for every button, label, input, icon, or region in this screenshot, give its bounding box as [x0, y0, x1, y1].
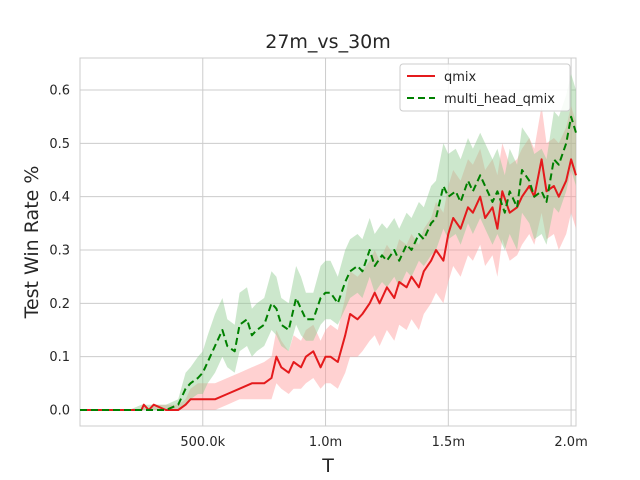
- plot-area: [79, 57, 577, 427]
- x-tick-label: 1.0m: [309, 435, 342, 450]
- x-tick-label: 1.5m: [432, 435, 465, 450]
- legend-box: [399, 63, 571, 112]
- series-line-1: [80, 115, 577, 411]
- x-axis-label: T: [321, 455, 334, 477]
- y-tick-label: 0.6: [49, 84, 70, 99]
- y-tick-label: 0.1: [49, 350, 70, 365]
- y-tick-label: 0.0: [49, 404, 70, 419]
- grid-lines: [80, 58, 576, 426]
- series-lines: [80, 115, 577, 411]
- y-axis-ticks: 0.0 0.1 0.2 0.3 0.4 0.5 0.6: [49, 84, 70, 419]
- chart-title: 27m_vs_30m: [265, 31, 391, 53]
- legend-label-multi-head-qmix: multi_head_qmix: [444, 92, 555, 107]
- x-tick-label: 500.0k: [180, 435, 225, 450]
- y-tick-label: 0.5: [49, 137, 70, 152]
- y-axis-label: Test Win Rate %: [21, 166, 43, 320]
- confidence-band-1: [80, 74, 576, 410]
- legend-label-qmix: qmix: [444, 70, 477, 85]
- legend: qmix multi_head_qmix: [399, 63, 571, 112]
- x-tick-label: 2.0m: [554, 435, 587, 450]
- y-tick-label: 0.3: [49, 244, 70, 259]
- confidence-band-0: [80, 106, 576, 410]
- y-tick-label: 0.2: [49, 297, 70, 312]
- y-tick-label: 0.4: [49, 190, 70, 205]
- confidence-bands: [80, 74, 576, 410]
- x-axis-ticks: 500.0k 1.0m 1.5m 2.0m: [180, 435, 587, 450]
